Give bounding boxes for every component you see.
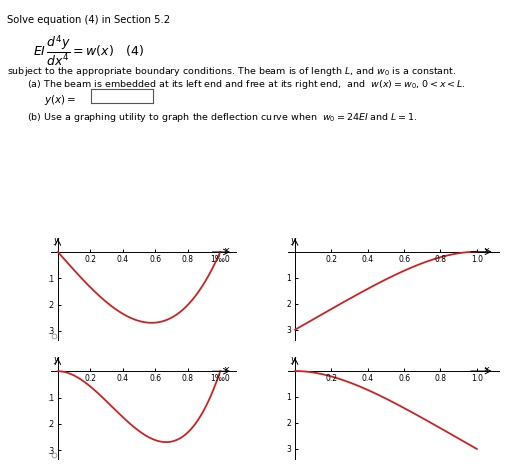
Text: .3: .3 xyxy=(47,446,54,455)
Text: 2: 2 xyxy=(286,299,291,308)
Text: 0.8: 0.8 xyxy=(434,254,447,263)
Text: 1: 1 xyxy=(286,393,291,402)
Text: 0.8: 0.8 xyxy=(182,254,194,263)
Text: x: x xyxy=(223,245,228,254)
Text: x: x xyxy=(223,364,228,373)
Text: 0.6: 0.6 xyxy=(398,373,410,382)
Text: 0.4: 0.4 xyxy=(117,254,129,263)
Text: y: y xyxy=(53,235,58,244)
Text: Solve equation (4) in Section 5.2: Solve equation (4) in Section 5.2 xyxy=(7,15,170,25)
Text: .2: .2 xyxy=(47,300,54,309)
Text: 1.0: 1.0 xyxy=(471,373,483,382)
Text: 0.4: 0.4 xyxy=(362,373,374,382)
Text: 1‰0: 1‰0 xyxy=(210,373,230,382)
Text: 0.2: 0.2 xyxy=(84,254,96,263)
Text: 0.4: 0.4 xyxy=(362,254,374,263)
Text: 0.4: 0.4 xyxy=(117,373,129,382)
Text: 1: 1 xyxy=(286,274,291,283)
Text: $EI\,\dfrac{d^4y}{dx^4} = w(x)\quad(4)$: $EI\,\dfrac{d^4y}{dx^4} = w(x)\quad(4)$ xyxy=(33,33,144,68)
Text: y: y xyxy=(53,354,58,363)
Text: .1: .1 xyxy=(47,393,54,402)
Text: 0.6: 0.6 xyxy=(149,373,161,382)
Text: y: y xyxy=(290,354,295,363)
Text: 3: 3 xyxy=(286,445,291,454)
Text: y: y xyxy=(290,235,295,244)
Text: 1‰0: 1‰0 xyxy=(210,254,230,263)
Text: 2: 2 xyxy=(286,418,291,427)
Text: 0.8: 0.8 xyxy=(182,373,194,382)
Text: x: x xyxy=(484,364,489,373)
Text: (b) Use a graphing utility to graph the deflection curve when  $w_0 = 24EI$ and : (b) Use a graphing utility to graph the … xyxy=(27,110,417,123)
Text: .3: .3 xyxy=(47,327,54,336)
Text: 1.0: 1.0 xyxy=(471,254,483,263)
Text: .1: .1 xyxy=(47,274,54,283)
Text: 3: 3 xyxy=(286,326,291,335)
Text: .2: .2 xyxy=(47,419,54,428)
Text: 0.8: 0.8 xyxy=(434,373,447,382)
Text: 0.2: 0.2 xyxy=(84,373,96,382)
Text: 0.2: 0.2 xyxy=(325,373,338,382)
Text: subject to the appropriate boundary conditions. The beam is of length $L$, and $: subject to the appropriate boundary cond… xyxy=(7,65,456,78)
Text: 0.2: 0.2 xyxy=(325,254,338,263)
Text: $y(x) =$: $y(x) =$ xyxy=(44,92,76,106)
Text: x: x xyxy=(484,245,489,254)
Text: 0.6: 0.6 xyxy=(398,254,410,263)
Text: (a) The beam is embedded at its left end and free at its right end,  and  $w(x) : (a) The beam is embedded at its left end… xyxy=(27,78,466,91)
Text: 0.6: 0.6 xyxy=(149,254,161,263)
